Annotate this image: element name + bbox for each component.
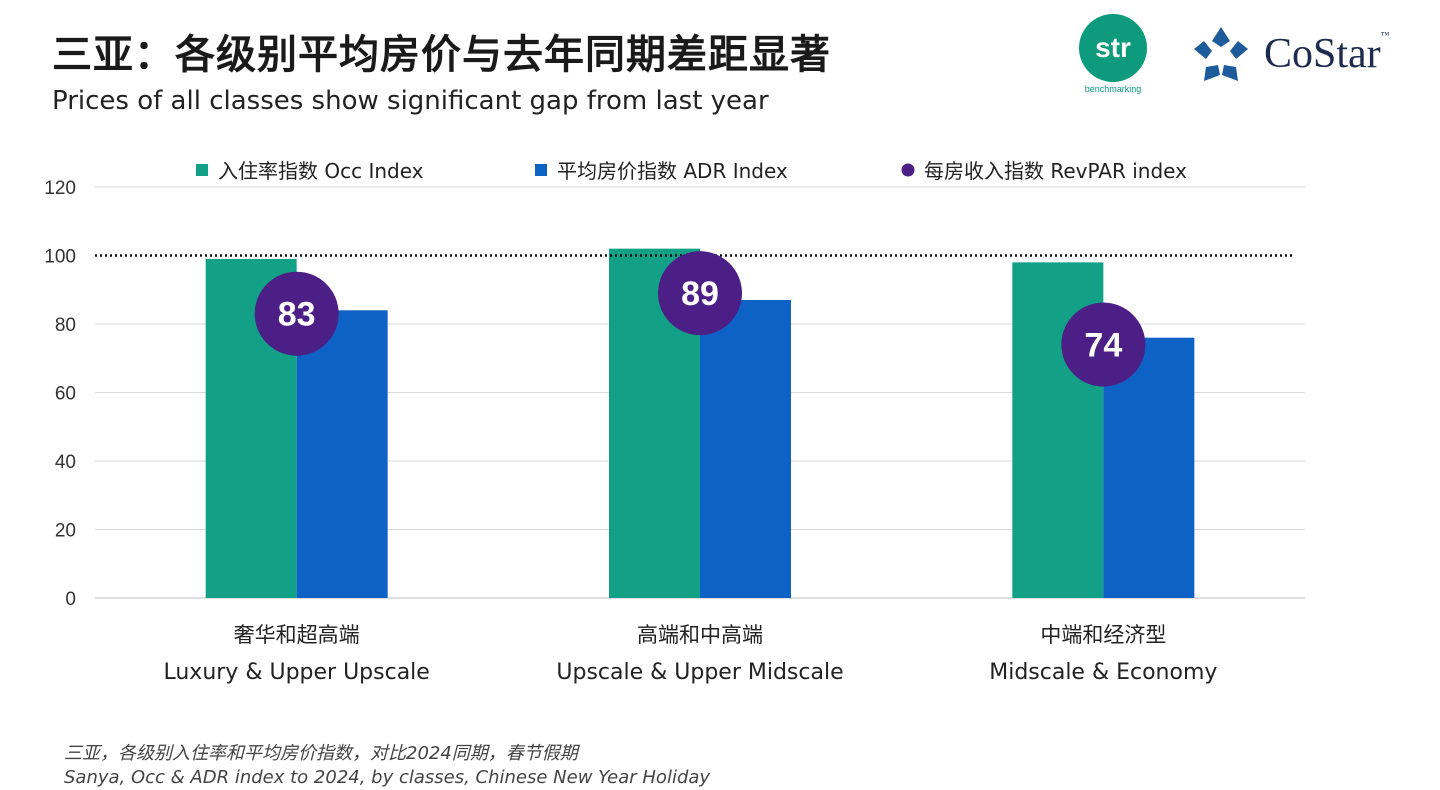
category-label-zh: 奢华和超高端 bbox=[234, 623, 360, 647]
category-label-en: Upscale & Upper Midscale bbox=[556, 660, 843, 685]
str-logo-text: str bbox=[1095, 32, 1131, 63]
category-label-en: Midscale & Economy bbox=[989, 660, 1217, 685]
legend-label: 入住率指数 Occ Index bbox=[218, 159, 424, 183]
revpar-data-label: 83 bbox=[278, 296, 316, 334]
y-tick-label: 60 bbox=[55, 384, 76, 405]
index-chart: 0 20 40 60 80 100 120 奢华和超高端 Luxury & Upper Upsc… bbox=[44, 159, 1305, 685]
revpar-data-label: 74 bbox=[1084, 327, 1122, 365]
category-label-zh: 高端和中高端 bbox=[637, 623, 763, 647]
legend-swatch-adr bbox=[535, 164, 547, 176]
legend-swatch-occ bbox=[196, 164, 208, 176]
y-tick-label: 40 bbox=[55, 452, 76, 473]
page-title: 三亚：各级别平均房价与去年同期差距显著 bbox=[52, 32, 831, 78]
str-logo: str benchmarking bbox=[1076, 14, 1150, 94]
str-logo-circle: str bbox=[1079, 14, 1147, 82]
costar-trademark: ™ bbox=[1380, 30, 1390, 40]
revpar-data-label: 89 bbox=[681, 275, 719, 313]
revpar-marker bbox=[254, 271, 339, 356]
legend-swatch-revpar bbox=[901, 163, 915, 177]
category-label-zh: 中端和经济型 bbox=[1040, 623, 1166, 647]
costar-logo: CoStar™ bbox=[1190, 22, 1390, 86]
costar-wordmark: CoStar™ bbox=[1264, 30, 1390, 78]
y-tick-label: 20 bbox=[55, 521, 76, 542]
footnote: 三亚，各级别入住率和平均房价指数，对比2024同期，春节假期 Sanya, Oc… bbox=[64, 742, 710, 790]
costar-star-icon bbox=[1194, 27, 1248, 81]
legend-label: 每房收入指数 RevPAR index bbox=[924, 159, 1187, 183]
y-tick-label: 100 bbox=[44, 247, 76, 268]
category-label-en: Luxury & Upper Upscale bbox=[163, 660, 429, 685]
str-logo-subtext: benchmarking bbox=[1084, 84, 1142, 94]
revpar-marker bbox=[1061, 302, 1146, 387]
footnote-zh: 三亚，各级别入住率和平均房价指数，对比2024同期，春节假期 bbox=[64, 743, 578, 764]
adr-index-bar bbox=[700, 300, 791, 598]
page-subtitle: Prices of all classes show significant g… bbox=[52, 86, 769, 116]
adr-index-bar bbox=[296, 310, 388, 598]
costar-wordmark-text: CoStar bbox=[1264, 31, 1381, 77]
footnote-en: Sanya, Occ & ADR index to 2024, by class… bbox=[64, 767, 711, 788]
y-tick-label: 80 bbox=[55, 315, 76, 336]
revpar-marker bbox=[658, 251, 742, 336]
legend-label: 平均房价指数 ADR Index bbox=[557, 159, 788, 183]
y-tick-label: 120 bbox=[44, 178, 76, 199]
y-tick-label: 0 bbox=[65, 589, 76, 610]
